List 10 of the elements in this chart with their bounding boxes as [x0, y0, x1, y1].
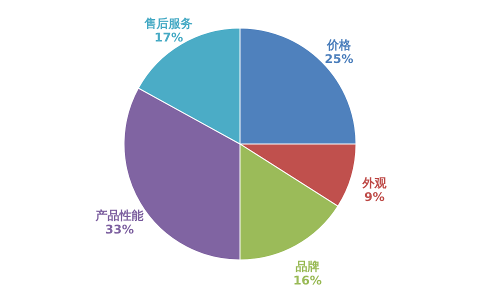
data-label: 9%	[364, 190, 385, 204]
slice-label: 价格	[326, 38, 352, 52]
data-label: 16%	[293, 274, 322, 288]
data-label: 33%	[105, 222, 134, 236]
slice-label: 产品性能	[94, 208, 144, 222]
data-label: 17%	[154, 30, 184, 44]
data-label: 25%	[324, 52, 354, 66]
slice-label: 售后服务	[144, 16, 193, 30]
slice-label: 外观	[361, 176, 388, 190]
slice-label: 品牌	[295, 260, 320, 274]
